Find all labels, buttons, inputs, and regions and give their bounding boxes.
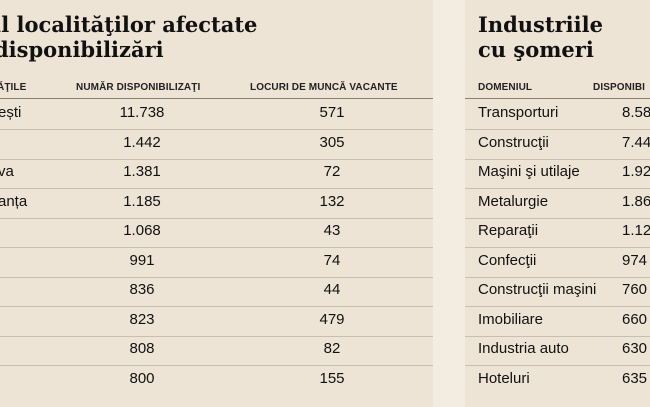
industry-value: 1.92	[622, 163, 650, 180]
header-divider	[465, 98, 650, 99]
industry-name: Transporturi	[478, 104, 559, 121]
row-divider	[0, 276, 433, 278]
header-locuri-vacante: LOCURI DE MUNCĂ VACANTE	[250, 82, 398, 93]
disponibilizati-value: 1.068	[123, 222, 161, 239]
industries-title-line2: cu şomeri	[478, 37, 594, 62]
header-disponibilizati: DISPONIBI	[593, 82, 646, 93]
industries-table-panel: Industriile cu şomeri DOMENIUL DISPONIBI…	[465, 0, 650, 407]
industry-value: 1.86	[622, 192, 650, 210]
header-localitati: ĂŢILE	[0, 82, 27, 93]
industry-value: 8.58	[622, 104, 650, 121]
industry-name: Hoteluri	[478, 369, 530, 387]
row-divider	[465, 276, 650, 278]
industry-name: Imobiliare	[478, 310, 544, 328]
header-numar-disponibilizati: NUMĂR DISPONIBILIZAŢI	[76, 82, 201, 93]
row-divider	[0, 129, 433, 130]
vacante-value: 305	[319, 133, 345, 151]
localities-title-line2: disponibilizări	[0, 37, 164, 62]
locality-name: anța	[0, 192, 28, 210]
disponibilizati-value: 800	[129, 369, 155, 387]
disponibilizati-value: 11.738	[119, 104, 165, 121]
header-divider	[0, 98, 433, 99]
disponibilizati-value: 1.442	[123, 133, 161, 151]
vacante-value: 72	[323, 163, 341, 180]
industry-value: 7.44	[622, 133, 650, 151]
disponibilizati-value: 991	[129, 251, 155, 269]
row-divider	[0, 247, 433, 248]
row-divider	[465, 247, 650, 248]
locality-name: ești	[0, 104, 22, 121]
locality-name: va	[0, 163, 14, 180]
disponibilizati-value: 808	[129, 340, 155, 357]
row-divider	[0, 365, 433, 366]
row-divider	[465, 335, 650, 337]
industry-value: 635	[622, 369, 648, 387]
row-divider	[0, 217, 433, 219]
disponibilizati-value: 823	[129, 310, 155, 328]
row-divider	[465, 365, 650, 366]
industry-value: 1.12	[622, 222, 650, 239]
industry-name: Metalurgie	[478, 192, 549, 210]
row-divider	[0, 158, 433, 160]
vacante-value: 155	[319, 369, 345, 387]
industries-title-line1: Industriile	[478, 12, 603, 37]
disponibilizati-value: 836	[129, 281, 155, 298]
header-domeniul: DOMENIUL	[478, 82, 533, 93]
industry-value: 974	[622, 251, 648, 269]
industry-value: 760	[622, 281, 648, 298]
row-divider	[465, 188, 650, 189]
industry-name: Construcţii	[478, 133, 549, 151]
vacante-value: 132	[319, 192, 345, 210]
row-divider	[465, 129, 650, 130]
disponibilizati-value: 1.185	[123, 192, 161, 210]
industry-name: Maşini şi utilaje	[478, 163, 580, 180]
vacante-value: 571	[319, 104, 345, 121]
vacante-value: 74	[323, 251, 341, 269]
industry-name: Reparaţii	[478, 222, 539, 239]
row-divider	[0, 188, 433, 189]
vacante-value: 44	[323, 281, 341, 298]
disponibilizati-value: 1.381	[123, 163, 161, 180]
vacante-value: 82	[323, 340, 341, 357]
row-divider	[465, 217, 650, 219]
row-divider	[465, 306, 650, 307]
row-divider	[465, 158, 650, 160]
vacante-value: 479	[319, 310, 345, 328]
industry-name: Confecţii	[478, 251, 537, 269]
industry-name: Industria auto	[478, 340, 569, 357]
row-divider	[0, 335, 433, 337]
row-divider	[0, 306, 433, 307]
localities-title-line1: ul localităţilor afectate	[0, 12, 258, 37]
industry-name: Construcţii maşini	[478, 281, 597, 298]
industry-value: 630	[622, 340, 648, 357]
localities-table-panel: ul localităţilor afectate disponibilizăr…	[0, 0, 433, 407]
industry-value: 660	[622, 310, 648, 328]
vacante-value: 43	[323, 222, 341, 239]
